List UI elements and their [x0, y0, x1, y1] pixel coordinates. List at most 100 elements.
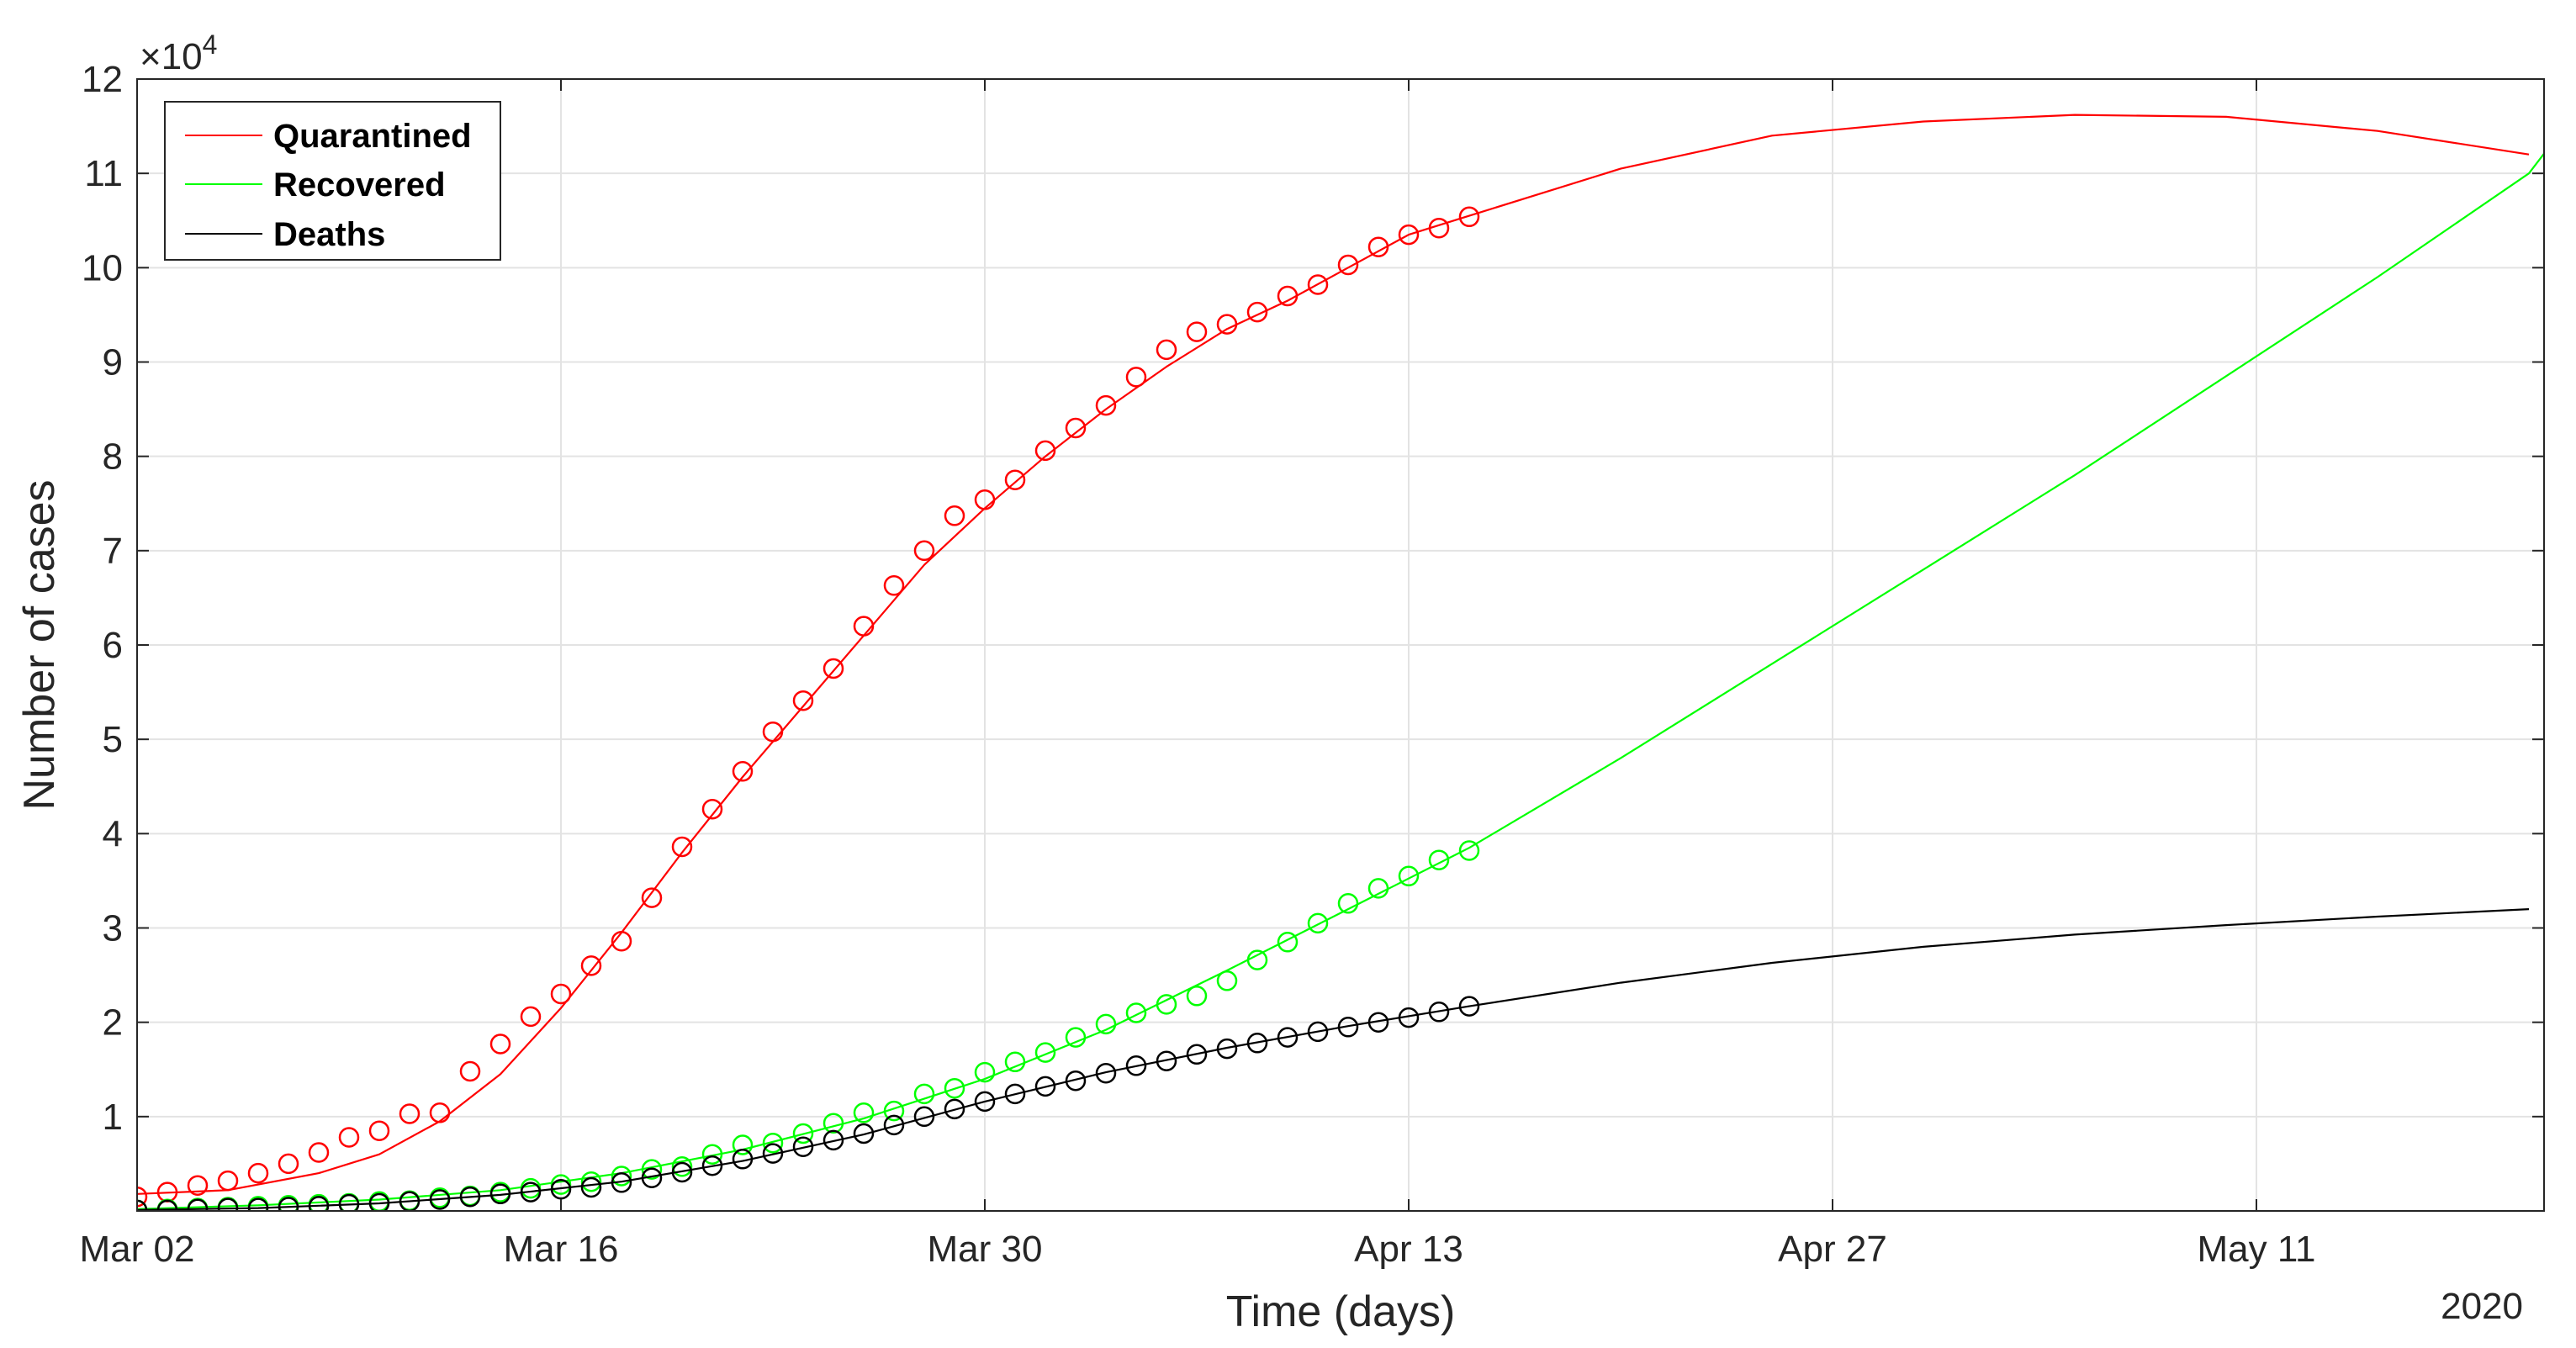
data-point-quarantined — [338, 1127, 360, 1148]
data-point-recovered — [641, 1159, 663, 1180]
data-point-quarantined — [792, 690, 814, 711]
y-tick-label: 12 — [82, 59, 123, 100]
data-point-deaths — [429, 1189, 451, 1210]
data-point-quarantined — [1246, 301, 1268, 323]
data-point-quarantined — [1125, 367, 1147, 388]
data-point-recovered — [671, 1156, 693, 1177]
data-point-quarantined — [1307, 274, 1329, 295]
data-point-quarantined — [944, 505, 965, 526]
data-point-deaths — [1095, 1062, 1117, 1084]
data-point-recovered — [1125, 1002, 1147, 1023]
data-point-deaths — [156, 1199, 178, 1211]
data-point-quarantined — [489, 1033, 511, 1055]
data-point-quarantined — [278, 1153, 299, 1175]
data-point-quarantined — [1458, 206, 1480, 228]
ticks: Mar 02 Mar 16 Mar 30 Apr 13 Apr 27 May 111234… — [80, 59, 2544, 1270]
y-tick-label: 5 — [103, 719, 123, 760]
data-point-quarantined — [429, 1102, 451, 1123]
data-point-deaths — [1367, 1012, 1389, 1033]
data-point-deaths — [217, 1197, 239, 1211]
data-point-deaths — [308, 1196, 330, 1211]
data-point-recovered — [1458, 840, 1480, 861]
data-point-quarantined — [853, 616, 875, 637]
y-tick-label: 9 — [103, 342, 123, 383]
data-point-quarantined — [550, 983, 572, 1005]
data-point-recovered — [1095, 1013, 1117, 1035]
data-point-recovered — [701, 1144, 723, 1165]
data-point-quarantined — [1428, 217, 1450, 239]
data-point-deaths — [1004, 1083, 1026, 1105]
data-point-deaths — [671, 1161, 693, 1183]
data-point-quarantined — [217, 1170, 239, 1192]
data-point-recovered — [883, 1100, 905, 1122]
year-label: 2020 — [2441, 1286, 2523, 1327]
data-point-deaths — [762, 1143, 784, 1164]
data-point-quarantined — [611, 930, 632, 952]
data-point-deaths — [1125, 1055, 1147, 1076]
data-point-quarantined — [1065, 417, 1087, 439]
data-point-deaths — [1186, 1044, 1208, 1065]
data-point-quarantined — [459, 1060, 481, 1082]
data-point-quarantined — [580, 955, 602, 976]
data-point-recovered — [732, 1134, 754, 1155]
data-point-quarantined — [137, 1186, 148, 1208]
y-tick-label: 11 — [84, 153, 123, 194]
data-point-deaths — [137, 1199, 148, 1211]
data-point-recovered — [853, 1102, 875, 1123]
data-point-deaths — [1156, 1050, 1177, 1071]
x-tick-label: Apr 27 — [1778, 1229, 1887, 1270]
data-point-recovered — [1246, 949, 1268, 970]
data-point-deaths — [580, 1176, 602, 1198]
data-point-recovered — [611, 1166, 632, 1187]
data-point-recovered — [1156, 994, 1177, 1015]
data-point-quarantined — [399, 1103, 421, 1124]
data-point-quarantined — [187, 1175, 209, 1196]
data-point-deaths — [1277, 1027, 1299, 1048]
x-axis-label: Time (days) — [1226, 1287, 1456, 1336]
data-point-deaths — [459, 1186, 481, 1208]
legend-label-quarantined: Quarantined — [273, 118, 472, 155]
data-point-quarantined — [520, 1006, 542, 1028]
fit-line-quarantined — [137, 114, 2530, 1195]
data-point-recovered — [944, 1077, 965, 1099]
data-point-deaths — [1065, 1070, 1087, 1092]
data-point-deaths — [368, 1192, 390, 1211]
data-point-recovered — [1186, 986, 1208, 1007]
data-point-deaths — [611, 1172, 632, 1193]
data-point-recovered — [1428, 849, 1450, 870]
y-exponent-label: ×104 — [140, 29, 217, 77]
legend-label-recovered: Recovered — [273, 167, 446, 204]
y-tick-label: 7 — [103, 531, 123, 572]
data-point-deaths — [1458, 996, 1480, 1017]
data-point-quarantined — [762, 721, 784, 743]
data-point-recovered — [1398, 865, 1420, 887]
data-point-quarantined — [1004, 469, 1026, 490]
data-point-recovered — [1004, 1051, 1026, 1073]
data-point-recovered — [913, 1083, 935, 1105]
data-point-quarantined — [1095, 394, 1117, 416]
x-tick-label: Mar 30 — [928, 1229, 1043, 1270]
legend-label-deaths: Deaths — [273, 216, 385, 253]
data-point-quarantined — [701, 798, 723, 820]
data-point-recovered — [550, 1174, 572, 1195]
data-point-recovered — [1337, 893, 1359, 914]
data-point-deaths — [823, 1129, 844, 1151]
data-point-quarantined — [641, 887, 663, 908]
data-point-quarantined — [1186, 321, 1208, 342]
data-point-quarantined — [308, 1142, 330, 1163]
series-quarantined — [137, 114, 2530, 1208]
data-point-recovered — [1277, 932, 1299, 953]
data-point-recovered — [823, 1113, 844, 1134]
data-point-quarantined — [247, 1162, 269, 1184]
y-tick-label: 4 — [103, 813, 123, 854]
y-tick-label: 1 — [103, 1097, 123, 1138]
data-point-quarantined — [1398, 224, 1420, 246]
data-point-recovered — [580, 1171, 602, 1192]
data-point-quarantined — [368, 1120, 390, 1141]
data-point-recovered — [1065, 1027, 1087, 1048]
data-point-quarantined — [1156, 339, 1177, 361]
data-point-deaths — [944, 1098, 965, 1120]
data-point-deaths — [1398, 1007, 1420, 1028]
y-tick-label: 2 — [103, 1002, 123, 1044]
